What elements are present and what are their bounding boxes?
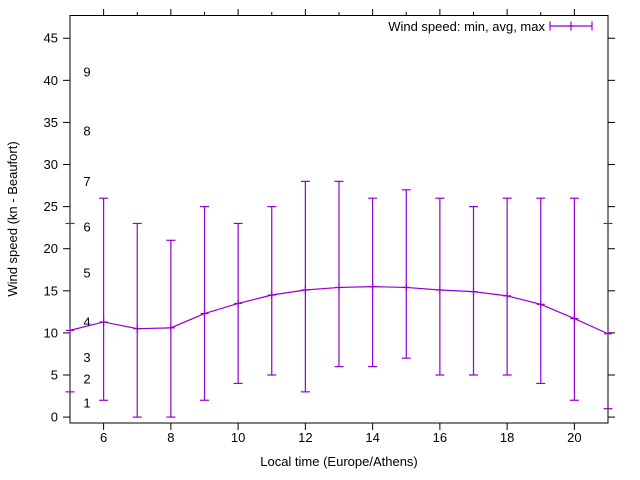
svg-text:5: 5 — [51, 368, 58, 383]
svg-text:14: 14 — [365, 430, 379, 445]
svg-text:2: 2 — [83, 372, 90, 387]
svg-text:12: 12 — [298, 430, 312, 445]
svg-text:9: 9 — [83, 64, 90, 79]
svg-text:18: 18 — [500, 430, 514, 445]
avg-line — [69, 286, 609, 335]
svg-text:6: 6 — [83, 219, 90, 234]
svg-text:6: 6 — [100, 430, 107, 445]
svg-text:20: 20 — [567, 430, 581, 445]
y-axis-title: Wind speed (kn - Beaufort) — [5, 141, 20, 296]
legend-errorbar-sample-icon — [549, 21, 593, 31]
svg-text:16: 16 — [433, 430, 447, 445]
svg-text:25: 25 — [44, 199, 58, 214]
svg-text:1: 1 — [83, 395, 90, 410]
svg-text:30: 30 — [44, 157, 58, 172]
svg-text:0: 0 — [51, 410, 58, 425]
svg-text:15: 15 — [44, 283, 58, 298]
svg-text:8: 8 — [167, 430, 174, 445]
svg-text:10: 10 — [231, 430, 245, 445]
svg-text:3: 3 — [83, 350, 90, 365]
svg-text:5: 5 — [83, 266, 90, 281]
svg-text:8: 8 — [83, 123, 90, 138]
beaufort-scale-labels: 1 2 3 4 5 6 7 8 9 — [83, 64, 90, 410]
svg-text:45: 45 — [44, 31, 58, 46]
error-bars — [65, 180, 613, 418]
svg-text:10: 10 — [44, 325, 58, 340]
svg-text:4: 4 — [83, 314, 90, 329]
svg-text:35: 35 — [44, 115, 58, 130]
legend-label: Wind speed: min, avg, max — [388, 19, 545, 34]
svg-text:40: 40 — [44, 73, 58, 88]
x-axis-title: Local time (Europe/Athens) — [260, 454, 418, 469]
axis-ticks — [63, 9, 615, 430]
svg-text:7: 7 — [83, 174, 90, 189]
svg-text:20: 20 — [44, 241, 58, 256]
